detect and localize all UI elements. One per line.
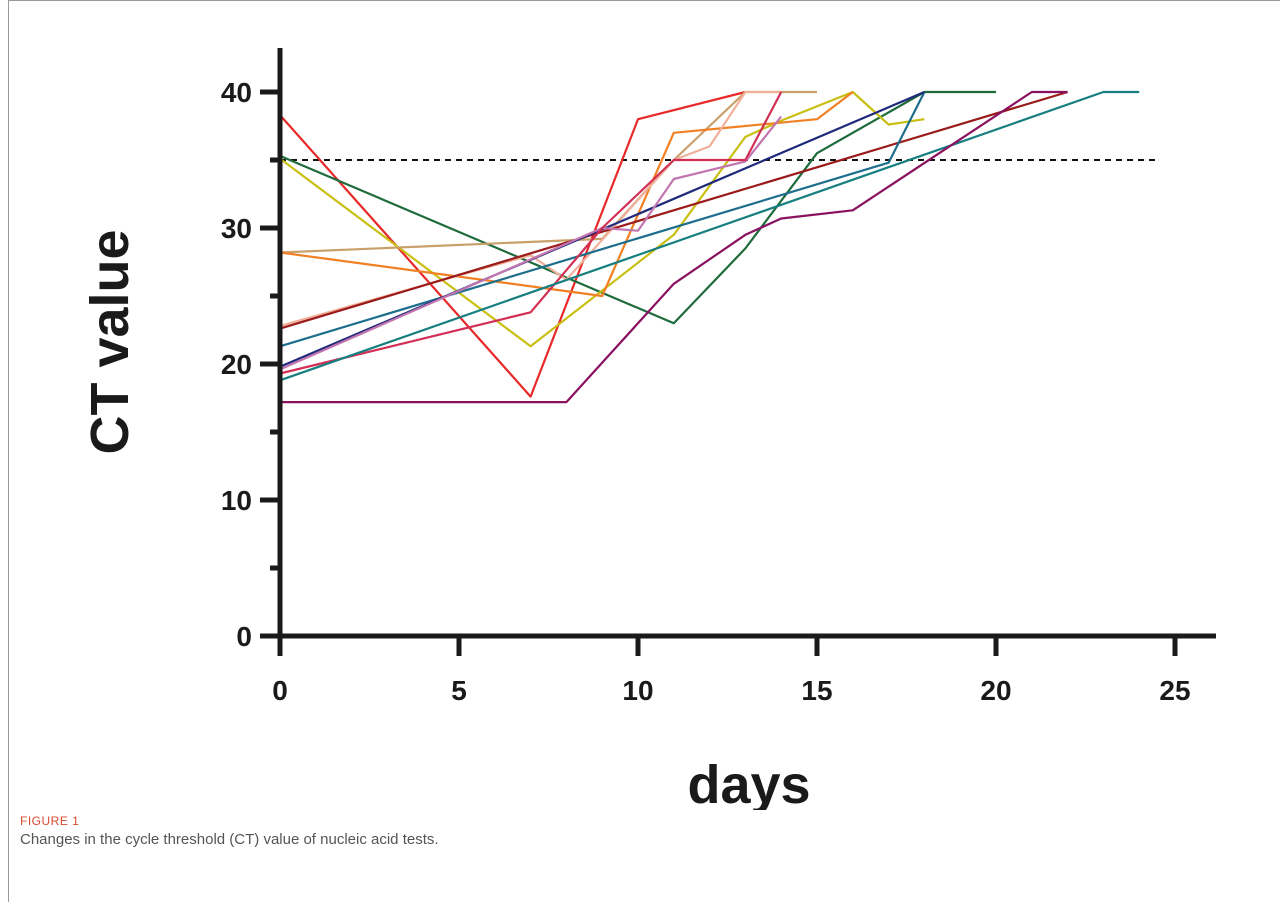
series-line-12: [279, 90, 1140, 382]
series-line-2: [279, 90, 996, 325]
y-tick-label-20: 20: [221, 349, 252, 380]
series-line-3: [279, 90, 925, 348]
series-line-7: [279, 90, 1068, 330]
ct-value-chart: 0 10 20 30 40 0 5 10 15 20 25 days CT value: [80, 48, 1216, 810]
series-line-1: [279, 90, 746, 398]
x-tick-label-20: 20: [980, 675, 1011, 706]
y-tick-label-40: 40: [221, 77, 252, 108]
x-tick-label-5: 5: [451, 675, 467, 706]
x-axis-title: days: [687, 755, 810, 810]
x-tick-label-0: 0: [272, 675, 288, 706]
y-tick-label-0: 0: [236, 621, 252, 652]
series-line-13: [280, 90, 1068, 404]
series-line-11: [279, 91, 783, 375]
y-tick-label-30: 30: [221, 213, 252, 244]
series-line-10: [279, 115, 783, 371]
x-tick-label-25: 25: [1159, 675, 1190, 706]
series-line-8: [279, 91, 926, 348]
figure-frame: [8, 0, 1280, 902]
labels-layer: 0 10 20 30 40 0 5 10 15 20 25 days CT value: [80, 77, 1191, 810]
figure-label: FIGURE 1: [20, 814, 80, 828]
x-tick-label-15: 15: [801, 675, 832, 706]
y-axis-title: CT value: [80, 229, 140, 454]
x-tick-label-10: 10: [622, 675, 653, 706]
axes-layer: [260, 48, 1216, 656]
series-line-5: [279, 91, 854, 298]
figure-caption: Changes in the cycle threshold (CT) valu…: [20, 831, 439, 848]
y-tick-label-10: 10: [221, 485, 252, 516]
series-layer: [279, 90, 1140, 404]
